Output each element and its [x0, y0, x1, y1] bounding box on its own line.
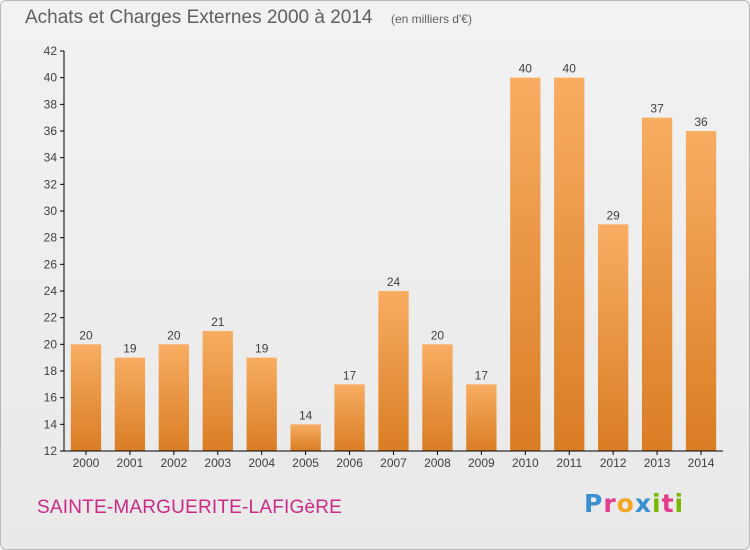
x-tick-label: 2004 [248, 456, 275, 470]
x-tick-label: 2003 [204, 456, 231, 470]
brand-letter: t [661, 489, 675, 518]
x-tick-label: 2012 [600, 456, 627, 470]
y-tick-label: 20 [44, 337, 58, 351]
bar-2014[interactable] [685, 131, 717, 451]
y-tick-label: 40 [44, 71, 58, 85]
x-tick-label: 2000 [73, 456, 100, 470]
bar-2011[interactable] [554, 77, 585, 452]
brand-letter: o [616, 489, 635, 518]
bar-2000[interactable] [70, 344, 102, 451]
bar-2004[interactable] [246, 357, 277, 451]
x-axis: 2000 2001 2002 2003 2004 2005 2006 2007 2008 2009… [64, 450, 723, 470]
bar-value-label: 40 [519, 62, 533, 76]
y-tick-label: 12 [44, 444, 58, 458]
bar-value-label: 37 [650, 102, 664, 116]
bar-value-label: 36 [694, 115, 708, 129]
x-tick-label: 2014 [688, 456, 715, 470]
x-tick-label: 2001 [117, 456, 144, 470]
bar-2002[interactable] [158, 344, 189, 451]
bar-value-label: 19 [123, 342, 137, 356]
bar-value-label: 17 [343, 368, 357, 382]
x-tick-label: 2006 [336, 456, 363, 470]
brand-letter: r [603, 489, 617, 518]
y-tick-label: 26 [44, 257, 58, 271]
y-tick-label: 24 [44, 284, 58, 298]
commune-name: SAINTE-MARGUERITE-LAFIGèRE [37, 497, 343, 518]
title-row: Achats et Charges Externes 2000 à 2014 (… [25, 7, 472, 29]
chart-title: Achats et Charges Externes 2000 à 2014 [25, 7, 373, 28]
y-tick-label: 16 [44, 391, 58, 405]
bar-value-label: 20 [167, 328, 181, 342]
brand-letter: P [584, 489, 604, 518]
x-tick-label: 2008 [424, 456, 451, 470]
y-axis: 12 14 16 18 20 22 24 26 28 30 32 34 36 38 40 42 [44, 44, 65, 458]
y-tick-label: 32 [44, 177, 58, 191]
y-tick-label: 14 [44, 417, 58, 431]
bar-value-label: 21 [211, 315, 225, 329]
bar-2008[interactable] [422, 344, 453, 451]
brand-letter: i [674, 489, 685, 518]
x-tick-label: 2009 [468, 456, 495, 470]
brand-letter: i [652, 489, 662, 518]
bar-2006[interactable] [334, 384, 365, 451]
x-tick-label: 2007 [380, 456, 407, 470]
bar-2012[interactable] [598, 224, 629, 451]
bar-2001[interactable] [114, 357, 146, 451]
x-tick-label: 2002 [160, 456, 187, 470]
bar-2007[interactable] [378, 291, 409, 451]
brand-logo[interactable]: Proxiti [584, 489, 684, 518]
x-tick-label: 2010 [512, 456, 539, 470]
y-tick-label: 38 [44, 97, 58, 111]
bar-value-label: 24 [387, 275, 401, 289]
x-tick-label: 2013 [644, 456, 671, 470]
bars: 20 19 20 21 19 14 17 24 20 17 40 40 29 37 36 [70, 62, 717, 452]
bar-2005[interactable] [290, 424, 321, 451]
bar-value-label: 29 [606, 208, 620, 222]
bar-2009[interactable] [466, 384, 497, 451]
x-tick-label: 2011 [556, 456, 582, 470]
y-tick-label: 42 [44, 44, 58, 58]
bar-value-label: 20 [79, 328, 93, 342]
y-tick-label: 22 [44, 311, 58, 325]
bar-2013[interactable] [641, 117, 673, 452]
y-tick-label: 28 [44, 231, 58, 245]
bar-value-label: 19 [255, 342, 269, 356]
chart-unit: (en milliers d'€) [390, 12, 472, 26]
y-tick-label: 36 [44, 124, 58, 138]
bar-2010[interactable] [510, 77, 541, 452]
x-tick-label: 2005 [292, 456, 319, 470]
y-tick-label: 34 [44, 151, 58, 165]
bar-value-label: 20 [431, 328, 445, 342]
bar-2003[interactable] [202, 331, 233, 451]
bar-value-label: 14 [299, 408, 313, 422]
y-tick-label: 18 [44, 364, 58, 378]
bar-value-label: 40 [563, 62, 577, 76]
brand-letter: x [634, 489, 652, 518]
y-tick-label: 30 [44, 204, 58, 218]
bar-value-label: 17 [475, 368, 489, 382]
